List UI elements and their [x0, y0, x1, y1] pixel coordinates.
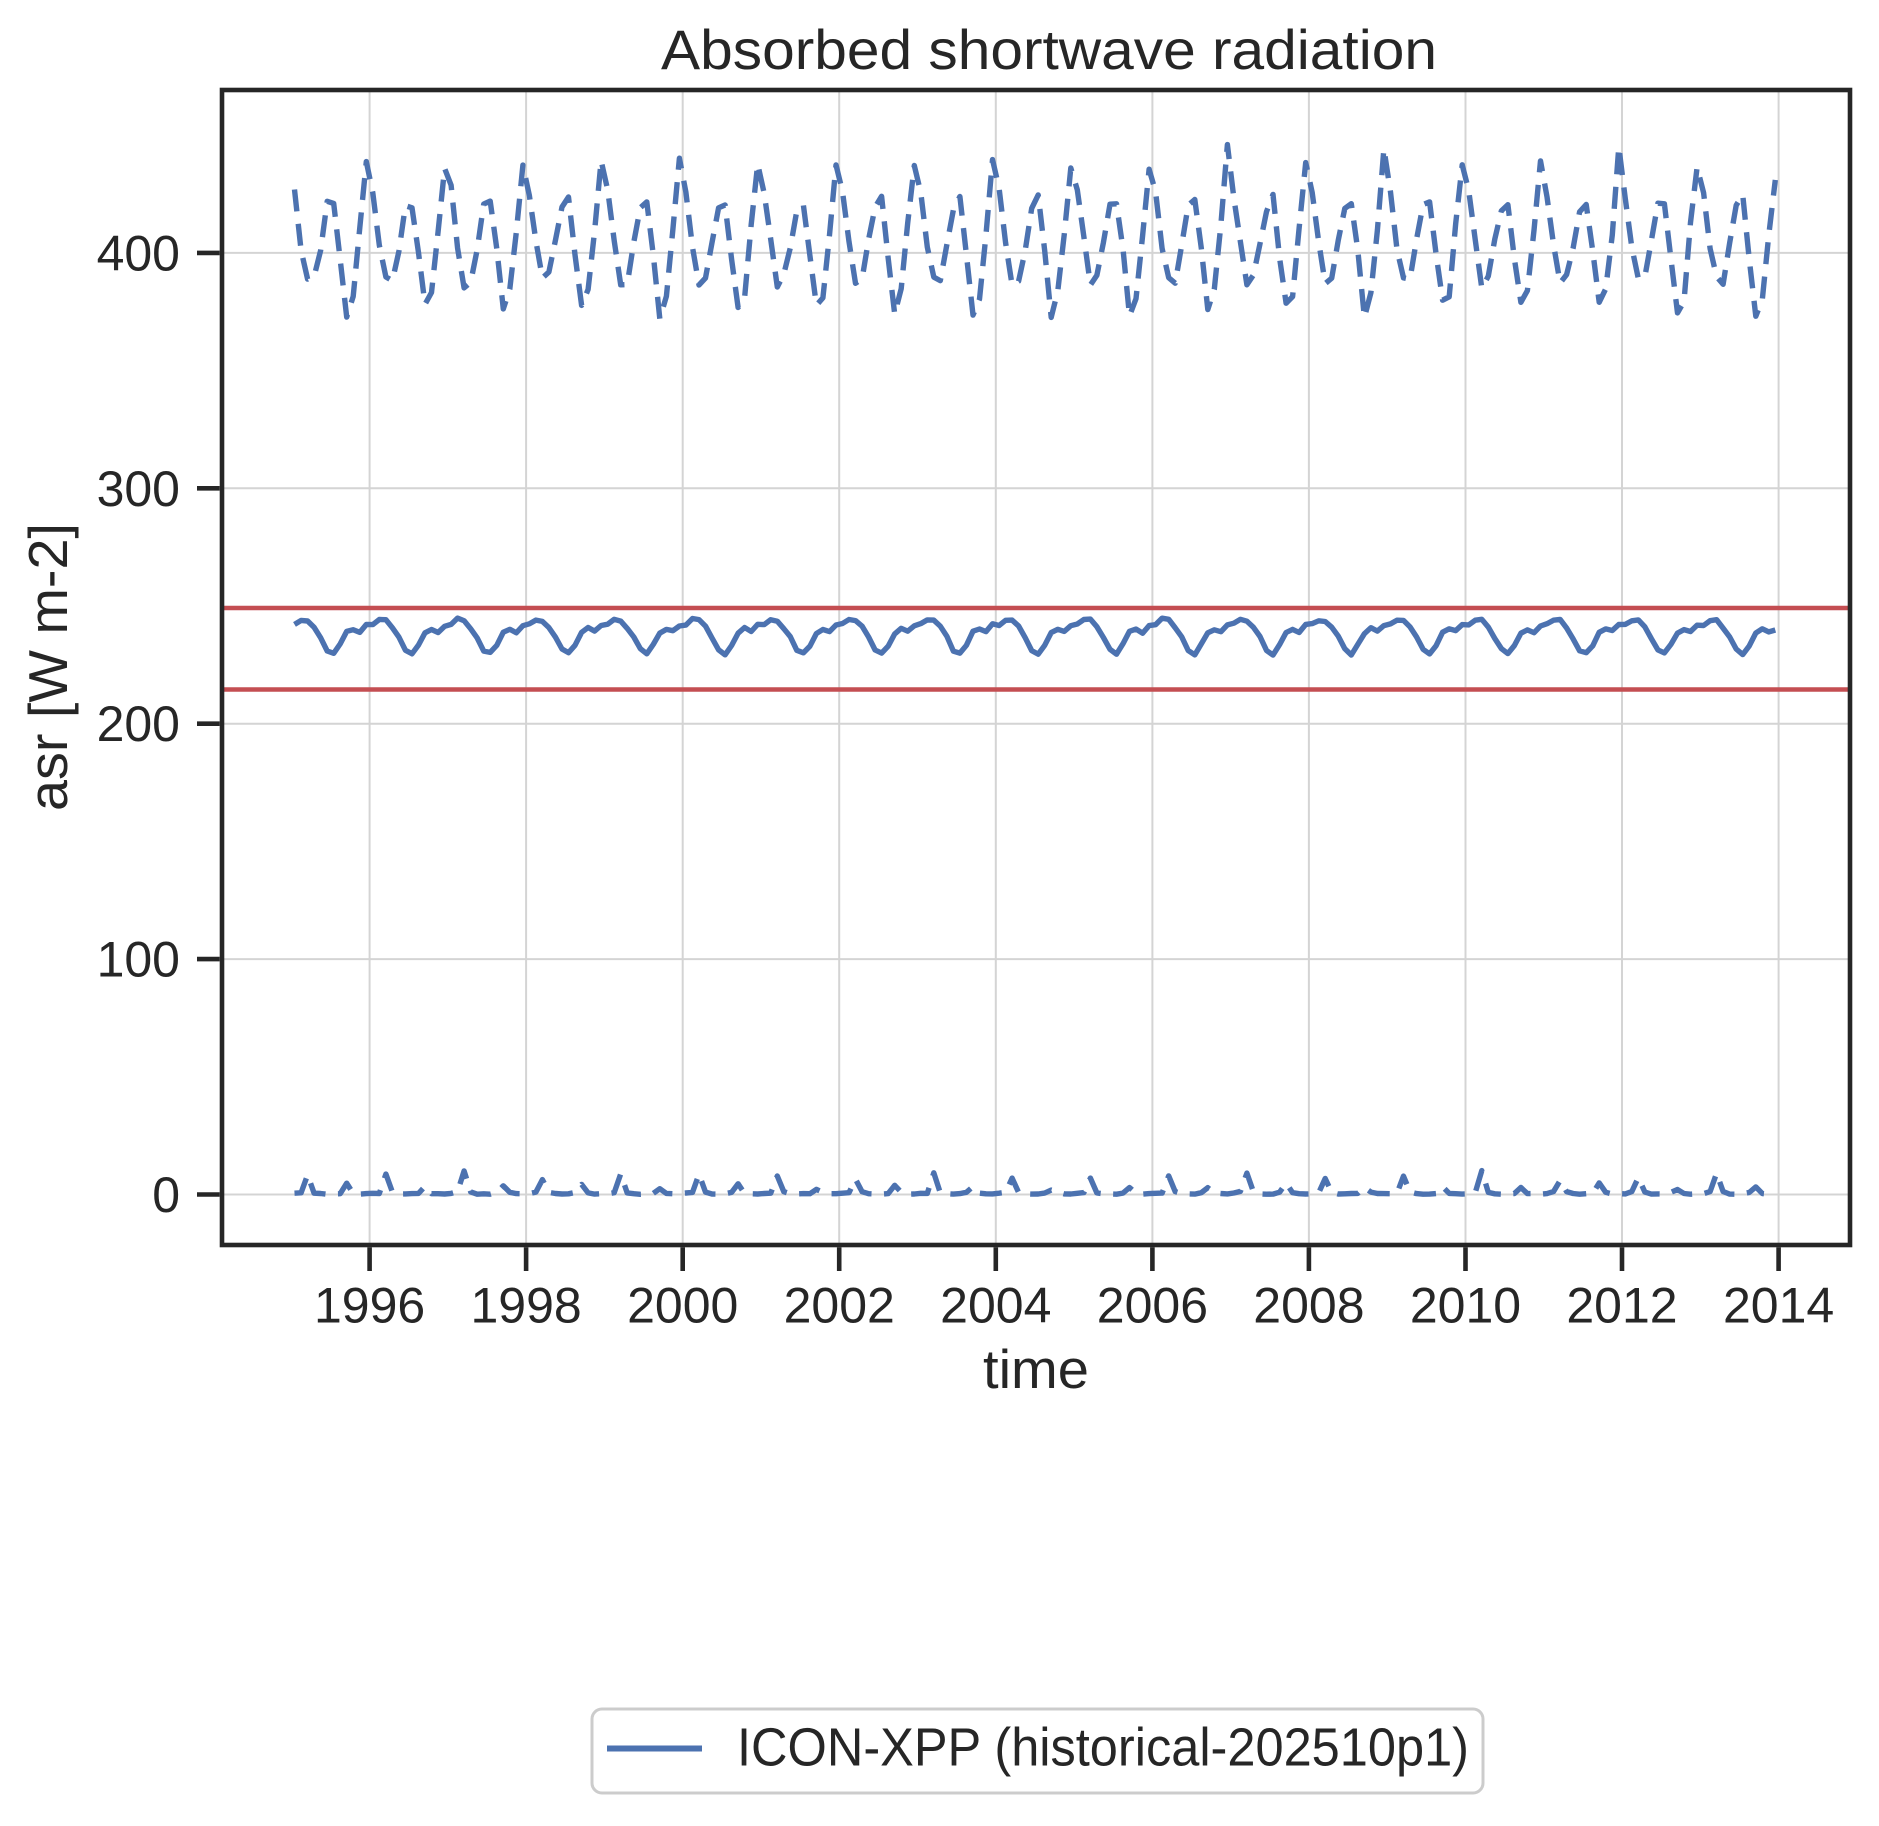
svg-text:400: 400: [97, 225, 180, 281]
svg-text:asr [W m-2]: asr [W m-2]: [17, 523, 79, 811]
svg-text:2004: 2004: [940, 1278, 1051, 1334]
svg-text:2014: 2014: [1723, 1278, 1834, 1334]
svg-text:2008: 2008: [1253, 1278, 1364, 1334]
svg-text:2002: 2002: [784, 1278, 895, 1334]
svg-text:100: 100: [97, 932, 180, 988]
svg-text:ICON-XPP (historical-202510p1): ICON-XPP (historical-202510p1): [737, 1718, 1469, 1778]
svg-text:2012: 2012: [1566, 1278, 1677, 1334]
svg-text:Absorbed shortwave radiation: Absorbed shortwave radiation: [661, 18, 1437, 81]
svg-text:2006: 2006: [1097, 1278, 1208, 1334]
svg-text:time: time: [983, 1338, 1089, 1400]
svg-text:2000: 2000: [627, 1278, 738, 1334]
svg-text:1998: 1998: [470, 1278, 581, 1334]
svg-text:2010: 2010: [1410, 1278, 1521, 1334]
svg-text:1996: 1996: [314, 1278, 425, 1334]
svg-text:0: 0: [152, 1167, 180, 1223]
svg-text:200: 200: [97, 696, 180, 752]
svg-text:300: 300: [97, 461, 180, 517]
